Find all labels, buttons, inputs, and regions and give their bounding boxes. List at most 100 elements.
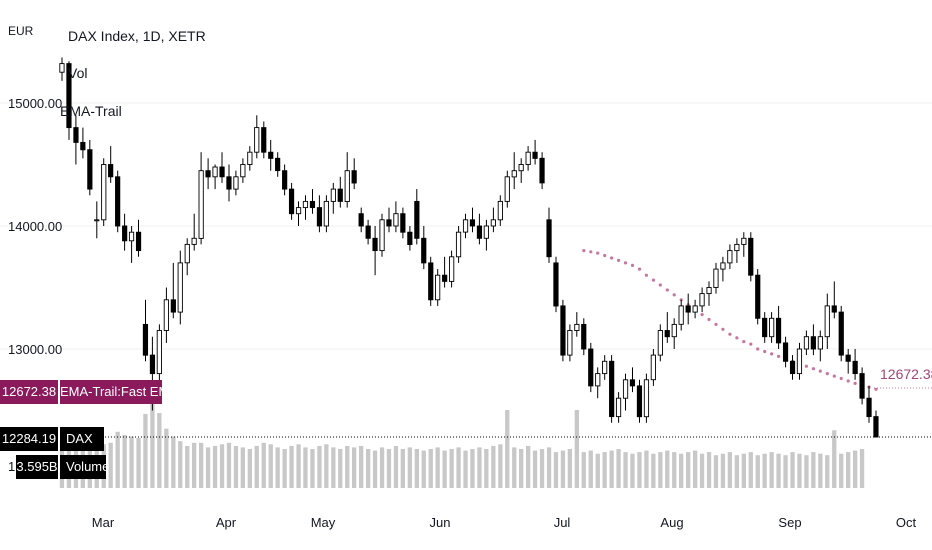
candle[interactable] xyxy=(115,170,121,233)
candle[interactable] xyxy=(135,219,142,257)
candle[interactable] xyxy=(400,207,406,239)
chart-title[interactable]: DAX Index, 1D, XETR xyxy=(68,28,206,44)
candle[interactable] xyxy=(490,207,496,233)
candle[interactable] xyxy=(268,139,274,171)
candle[interactable] xyxy=(302,195,309,220)
candle[interactable] xyxy=(351,158,357,190)
candle[interactable] xyxy=(782,336,789,368)
candle[interactable] xyxy=(212,164,218,190)
candle[interactable] xyxy=(803,330,810,356)
candle[interactable] xyxy=(727,244,733,270)
candle[interactable] xyxy=(80,127,86,159)
candle[interactable] xyxy=(796,342,803,380)
candle[interactable] xyxy=(525,146,531,171)
candle[interactable] xyxy=(789,355,796,380)
candle[interactable] xyxy=(483,219,489,251)
candle[interactable] xyxy=(817,330,823,362)
candle[interactable] xyxy=(859,367,865,405)
candle[interactable] xyxy=(775,305,782,349)
candle[interactable] xyxy=(609,355,615,423)
candle[interactable] xyxy=(170,262,176,319)
candle[interactable] xyxy=(428,256,434,306)
candle[interactable] xyxy=(414,189,420,245)
candle[interactable] xyxy=(191,213,197,251)
candle[interactable] xyxy=(602,355,608,380)
legend-ema-trail[interactable]: EMA-Trail xyxy=(60,103,122,119)
candle[interactable] xyxy=(282,164,288,196)
candle[interactable] xyxy=(699,287,705,313)
candle[interactable] xyxy=(581,318,587,356)
candle[interactable] xyxy=(288,182,295,220)
candle[interactable] xyxy=(247,146,253,171)
candle[interactable] xyxy=(184,238,190,276)
candle[interactable] xyxy=(748,232,754,282)
candle[interactable] xyxy=(685,293,691,325)
candle[interactable] xyxy=(435,269,441,306)
candle[interactable] xyxy=(671,318,677,349)
candle[interactable] xyxy=(421,226,427,270)
candle[interactable] xyxy=(650,349,656,386)
candle[interactable] xyxy=(462,213,469,239)
price-candles[interactable] xyxy=(59,57,879,438)
candle[interactable] xyxy=(59,57,65,81)
candle[interactable] xyxy=(574,312,580,337)
candle[interactable] xyxy=(838,305,844,362)
candle[interactable] xyxy=(309,189,316,214)
candle[interactable] xyxy=(142,299,149,362)
candle[interactable] xyxy=(539,152,545,190)
candle[interactable] xyxy=(643,373,650,423)
candle[interactable] xyxy=(824,293,830,349)
candle[interactable] xyxy=(254,115,260,159)
candle[interactable] xyxy=(337,176,343,208)
candle[interactable] xyxy=(275,152,281,177)
candle[interactable] xyxy=(455,226,462,263)
candle[interactable] xyxy=(177,250,183,325)
candle[interactable] xyxy=(567,324,573,362)
candle[interactable] xyxy=(73,115,79,165)
candle[interactable] xyxy=(734,238,740,263)
candle[interactable] xyxy=(365,219,371,245)
candle[interactable] xyxy=(518,158,524,183)
candle[interactable] xyxy=(511,152,517,190)
candle[interactable] xyxy=(664,312,670,343)
candle[interactable] xyxy=(769,312,775,343)
candle[interactable] xyxy=(372,226,378,276)
candle[interactable] xyxy=(163,287,169,343)
candle[interactable] xyxy=(219,152,225,183)
candle[interactable] xyxy=(469,207,476,233)
candle[interactable] xyxy=(560,299,566,362)
candle[interactable] xyxy=(873,410,879,438)
candle[interactable] xyxy=(713,262,719,294)
candle[interactable] xyxy=(720,256,726,282)
candle[interactable] xyxy=(762,312,768,343)
candle[interactable] xyxy=(358,207,364,233)
candle[interactable] xyxy=(442,256,448,288)
candle[interactable] xyxy=(156,324,162,386)
candle[interactable] xyxy=(636,379,643,423)
candle[interactable] xyxy=(66,61,72,140)
candle[interactable] xyxy=(852,349,858,380)
candle[interactable] xyxy=(504,170,510,208)
legend-volume[interactable]: Vol xyxy=(68,65,88,81)
candle[interactable] xyxy=(615,392,622,423)
candle[interactable] xyxy=(629,367,636,393)
candle[interactable] xyxy=(233,170,239,196)
candle[interactable] xyxy=(87,139,93,196)
candle[interactable] xyxy=(101,158,107,226)
candle[interactable] xyxy=(240,158,246,183)
candle[interactable] xyxy=(546,207,552,263)
candle[interactable] xyxy=(316,195,323,233)
candle[interactable] xyxy=(226,164,232,202)
candle[interactable] xyxy=(595,367,601,399)
candle[interactable] xyxy=(386,207,392,233)
candle[interactable] xyxy=(108,146,114,183)
candle[interactable] xyxy=(449,250,455,288)
candle[interactable] xyxy=(344,152,350,208)
candle[interactable] xyxy=(706,281,712,306)
candle[interactable] xyxy=(393,201,399,233)
candle[interactable] xyxy=(407,226,413,251)
candle[interactable] xyxy=(657,324,663,362)
candle[interactable] xyxy=(755,269,761,325)
candle[interactable] xyxy=(588,342,594,393)
